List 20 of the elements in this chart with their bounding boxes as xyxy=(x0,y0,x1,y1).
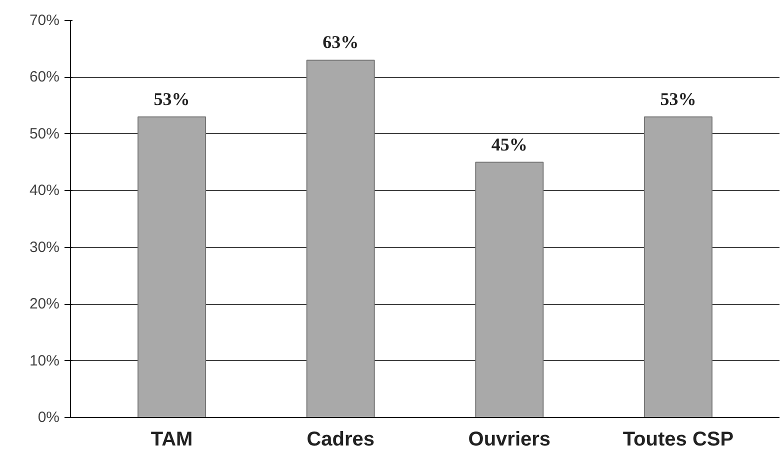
x-tick-label: Cadres xyxy=(306,428,374,450)
y-tick-label: 0% xyxy=(38,409,60,426)
y-tick-label: 40% xyxy=(29,182,60,200)
y-tick-label: 30% xyxy=(29,238,60,256)
y-tick-label: 70% xyxy=(29,12,60,29)
data-label: 45% xyxy=(491,134,528,154)
y-tick-label: 60% xyxy=(29,68,60,86)
data-label: 63% xyxy=(322,32,359,52)
bar xyxy=(306,60,375,418)
y-tick-label: 20% xyxy=(29,296,60,313)
data-label: 53% xyxy=(660,88,696,109)
bar xyxy=(475,162,544,418)
data-label: 53% xyxy=(154,88,190,109)
y-tick-label: 50% xyxy=(29,125,60,142)
y-tick-label: 10% xyxy=(29,352,60,370)
x-tick-label: Ouvriers xyxy=(468,428,551,450)
x-tick-label: Toutes CSP xyxy=(622,428,734,450)
bar xyxy=(138,116,206,418)
bar xyxy=(644,116,712,418)
x-tick-label: TAM xyxy=(150,428,193,450)
